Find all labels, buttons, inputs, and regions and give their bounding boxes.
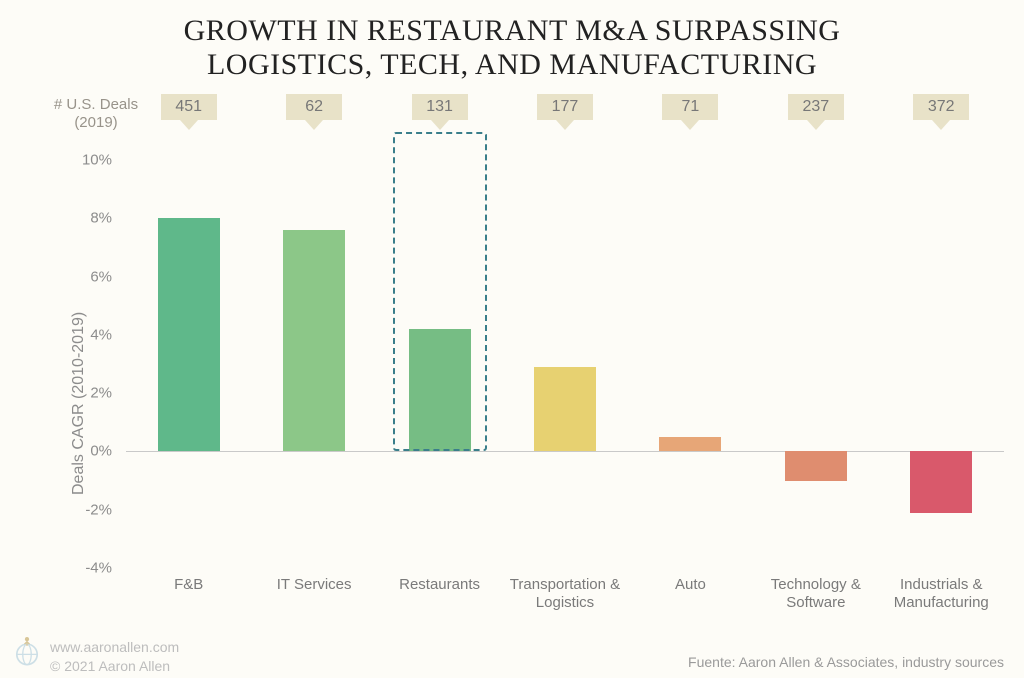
bar	[910, 451, 972, 512]
y-tick: -2%	[85, 501, 112, 518]
title-line-1: GROWTH IN RESTAURANT M&A SURPASSING	[184, 14, 841, 47]
callout-tip-icon	[305, 120, 323, 130]
y-tick: 10%	[82, 152, 112, 169]
bar	[283, 230, 345, 451]
bar-slot	[251, 160, 376, 568]
y-tick: 2%	[90, 385, 112, 402]
title-line-2: LOGISTICS, TECH, AND MANUFACTURING	[207, 48, 817, 81]
x-axis-label: Transportation & Logistics	[502, 576, 627, 612]
x-axis-label: Industrials & Manufacturing	[879, 576, 1004, 612]
bars-container	[126, 160, 1004, 568]
x-axis-labels: F&BIT ServicesRestaurantsTransportation …	[126, 576, 1004, 612]
plot-area	[126, 160, 1004, 568]
x-axis-label: F&B	[126, 576, 251, 612]
bar	[785, 451, 847, 480]
bar-slot	[753, 160, 878, 568]
logo-icon	[10, 634, 44, 668]
deal-callout: 237	[753, 94, 878, 130]
footer: www.aaronallen.com © 2021 Aaron Allen	[50, 638, 179, 676]
y-tick: -4%	[85, 560, 112, 577]
bar-slot	[628, 160, 753, 568]
deal-callout-value: 131	[412, 94, 468, 120]
callout-tip-icon	[556, 120, 574, 130]
bar-slot	[126, 160, 251, 568]
y-tick: 4%	[90, 326, 112, 343]
deal-callout: 451	[126, 94, 251, 130]
deal-callout: 71	[628, 94, 753, 130]
deal-callout-value: 62	[286, 94, 342, 120]
x-axis-label: Technology & Software	[753, 576, 878, 612]
x-axis-label: Auto	[628, 576, 753, 612]
callout-tip-icon	[180, 120, 198, 130]
deal-callout: 131	[377, 94, 502, 130]
callout-tip-icon	[807, 120, 825, 130]
deal-callout-value: 451	[161, 94, 217, 120]
deal-callout-value: 177	[537, 94, 593, 120]
bar	[534, 367, 596, 452]
deal-callout: 62	[251, 94, 376, 130]
bar	[158, 218, 220, 451]
y-tick: 8%	[90, 210, 112, 227]
deal-callout-value: 372	[913, 94, 969, 120]
deal-callout-value: 237	[788, 94, 844, 120]
source-text: Fuente: Aaron Allen & Associates, indust…	[688, 654, 1004, 670]
y-tick: 6%	[90, 268, 112, 285]
callout-tip-icon	[932, 120, 950, 130]
x-axis-label: IT Services	[251, 576, 376, 612]
y-axis-title: Deals CAGR (2010-2019)	[70, 311, 88, 494]
x-axis-label: Restaurants	[377, 576, 502, 612]
bar	[659, 437, 721, 452]
callout-tip-icon	[681, 120, 699, 130]
deal-callout: 372	[879, 94, 1004, 130]
highlight-box	[393, 132, 487, 451]
deal-count-callouts: 451 62 131 177 71 237 372	[126, 94, 1004, 130]
bar-chart: 10%8%6%4%2%0%-2%-4% Deals CAGR (2010-201…	[64, 160, 1004, 568]
footer-url: www.aaronallen.com	[50, 639, 179, 655]
callout-tip-icon	[431, 120, 449, 130]
y-tick: 0%	[90, 443, 112, 460]
deal-callout-value: 71	[662, 94, 718, 120]
deal-callout: 177	[502, 94, 627, 130]
chart-title: GROWTH IN RESTAURANT M&A SURPASSING LOGI…	[0, 0, 1024, 82]
bar-slot	[502, 160, 627, 568]
bar-slot	[879, 160, 1004, 568]
footer-copyright: © 2021 Aaron Allen	[50, 658, 170, 674]
